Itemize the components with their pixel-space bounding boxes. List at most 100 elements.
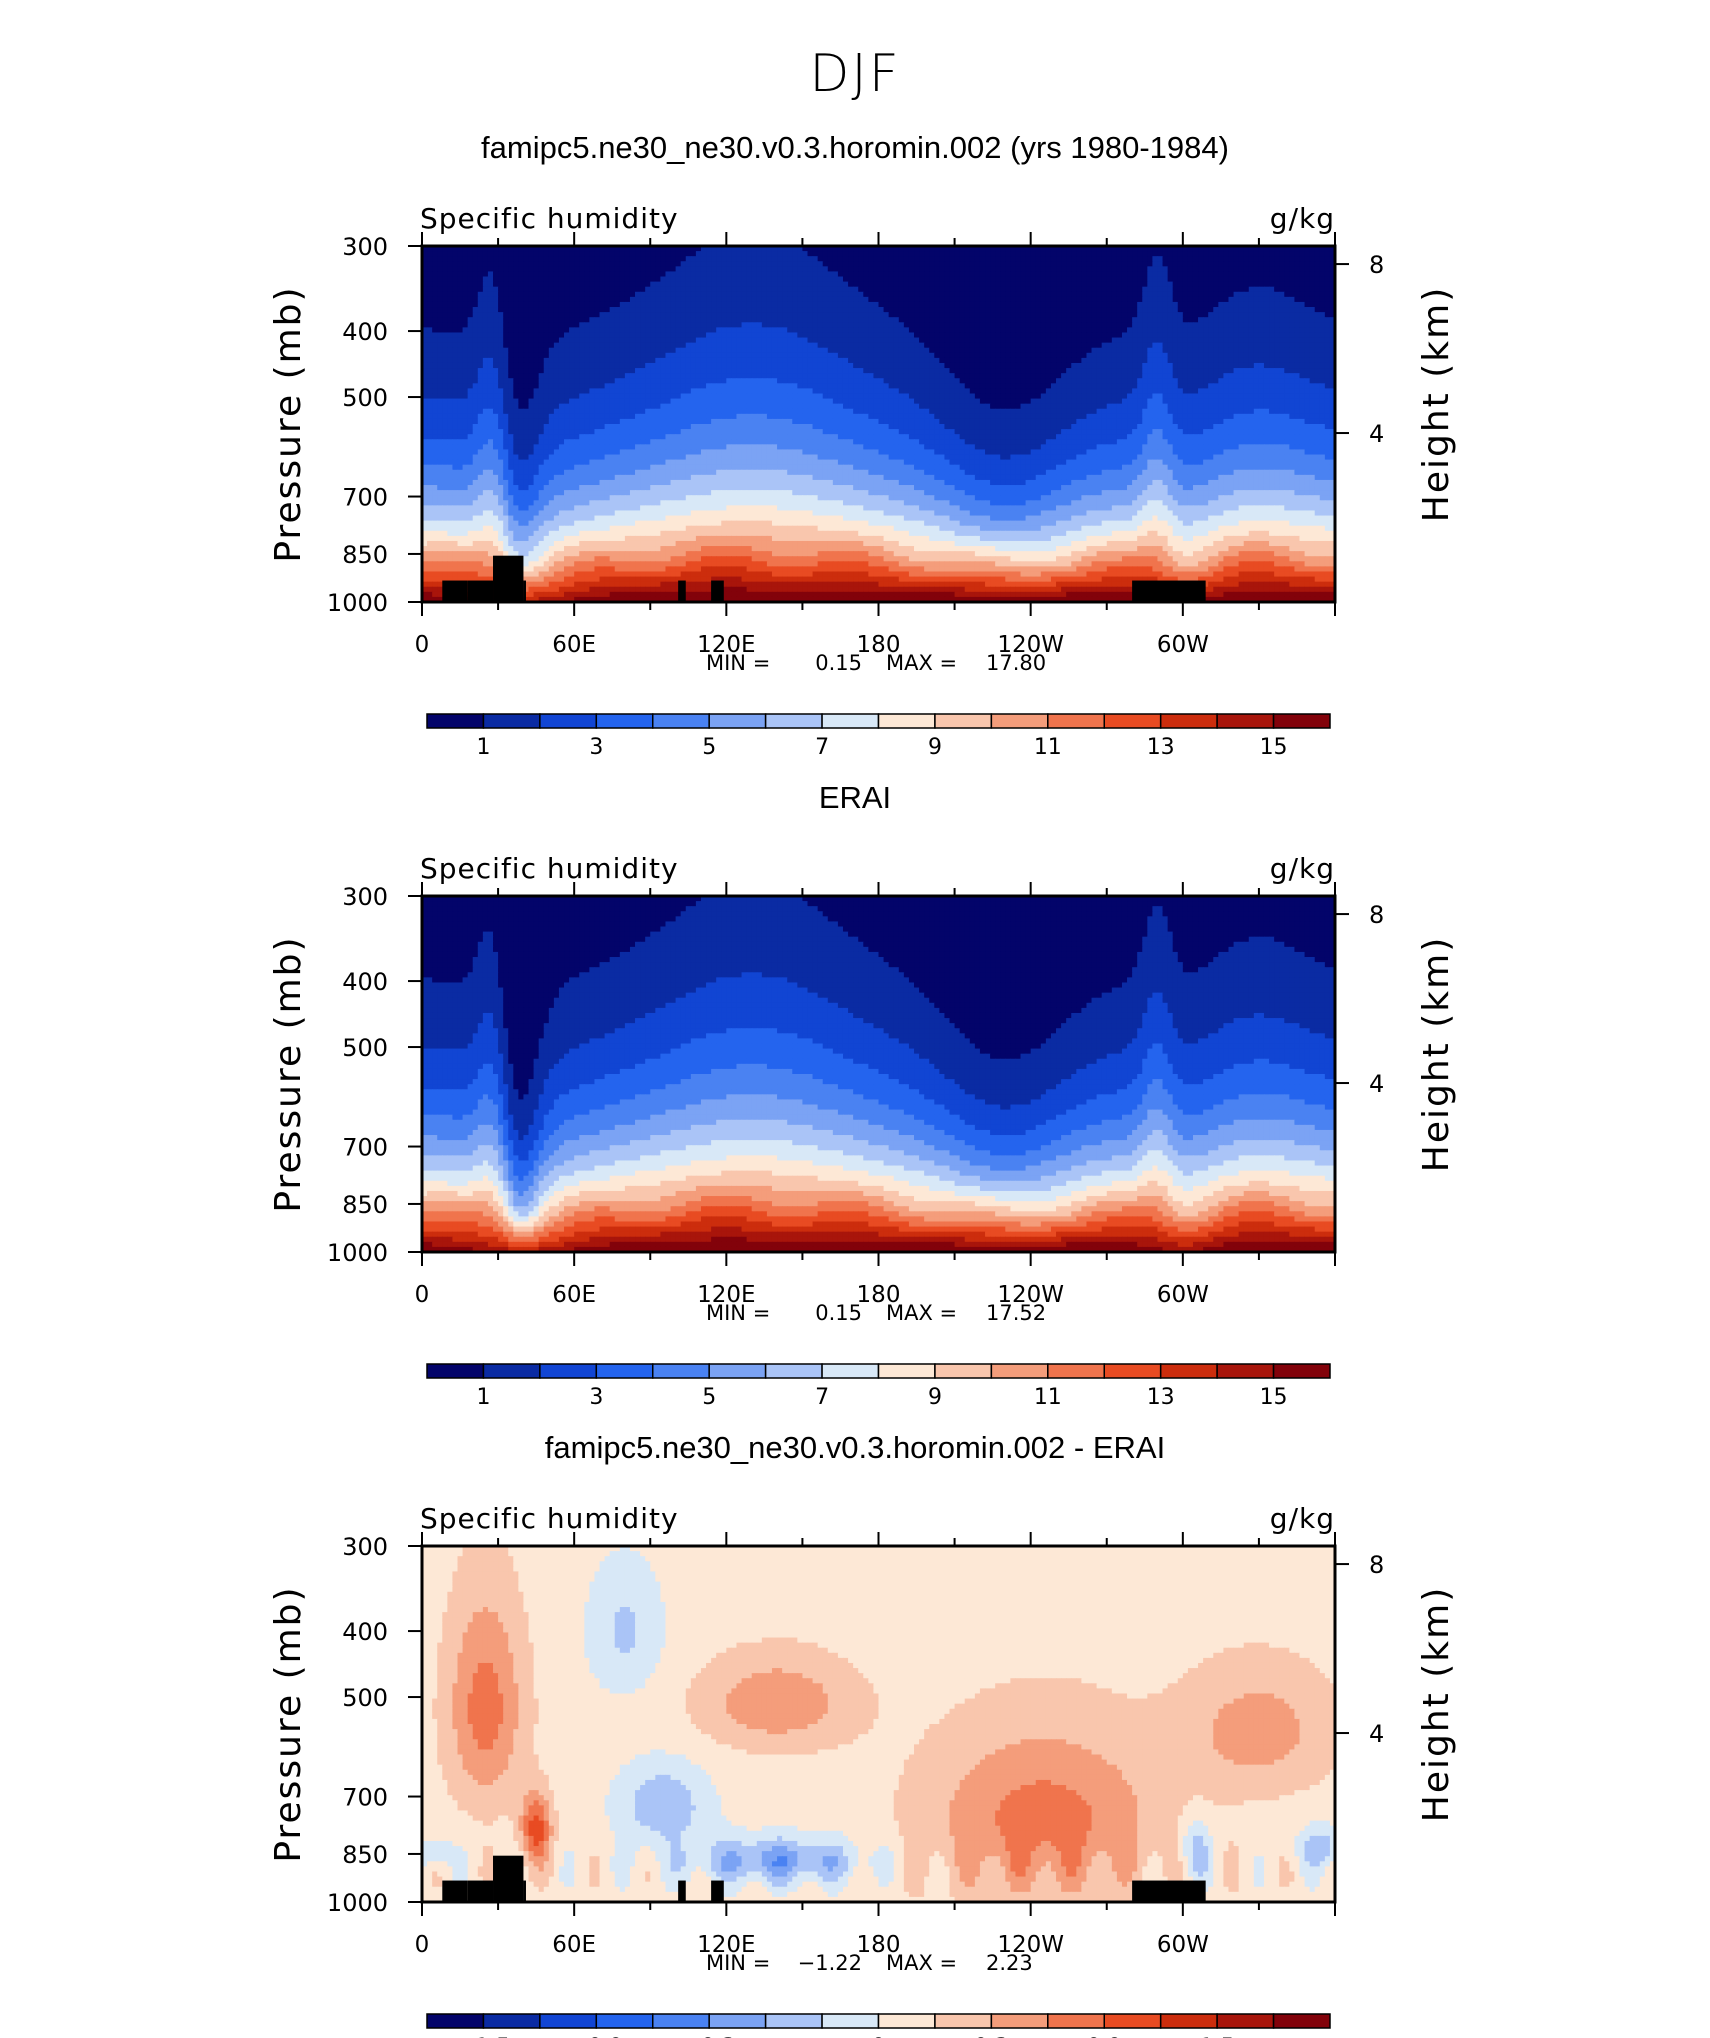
contour-cell xyxy=(797,337,804,344)
contour-cell xyxy=(528,286,535,293)
contour-cell xyxy=(1127,347,1133,354)
contour-cell xyxy=(508,266,514,273)
contour-cell xyxy=(1040,383,1047,389)
contour-cell xyxy=(1147,271,1153,278)
contour-cell xyxy=(1086,383,1093,389)
contour-cell xyxy=(1127,337,1133,344)
contour-cell xyxy=(878,286,885,293)
contour-cell xyxy=(629,362,636,369)
contour-cell xyxy=(574,378,580,384)
contour-cell xyxy=(746,256,753,262)
contour-cell xyxy=(1015,246,1022,252)
contour-cell xyxy=(629,322,636,328)
contour-cell xyxy=(746,362,753,369)
contour-cell xyxy=(432,383,438,389)
contour-cell xyxy=(974,332,981,339)
contour-cell xyxy=(868,256,875,262)
contour-cell xyxy=(979,332,986,339)
contour-cell xyxy=(1192,332,1199,339)
contour-cell xyxy=(1162,352,1169,359)
contour-cell xyxy=(1294,281,1301,288)
contour-cell xyxy=(1187,307,1194,313)
contour-cell xyxy=(1081,317,1088,323)
contour-cell xyxy=(493,271,499,278)
contour-cell xyxy=(792,347,798,354)
contour-cell xyxy=(1213,317,1219,323)
contour-cell xyxy=(766,307,773,313)
contour-cell xyxy=(964,362,971,369)
contour-cell xyxy=(914,256,920,262)
contour-cell xyxy=(1147,368,1153,374)
contour-cell xyxy=(777,276,783,283)
contour-cell xyxy=(782,342,788,349)
contour-cell xyxy=(675,261,682,267)
contour-cell xyxy=(914,352,920,359)
contour-cell xyxy=(1020,378,1027,384)
contour-cell xyxy=(893,337,900,344)
contour-cell xyxy=(1096,301,1103,308)
contour-cell xyxy=(716,286,722,293)
contour-cell xyxy=(569,378,575,384)
contour-cell xyxy=(1137,296,1143,303)
contour-cell xyxy=(995,301,1001,308)
contour-cell xyxy=(1030,352,1037,359)
contour-cell xyxy=(513,281,519,288)
contour-cell xyxy=(741,327,748,334)
contour-cell xyxy=(1167,312,1174,318)
contour-cell xyxy=(462,256,469,262)
contour-cell xyxy=(888,383,895,389)
contour-cell xyxy=(1329,307,1336,313)
contour-cell xyxy=(432,368,438,374)
contour-cell xyxy=(1015,368,1022,374)
contour-cell xyxy=(700,286,707,293)
contour-cell xyxy=(427,317,433,323)
contour-cell xyxy=(1258,266,1265,273)
contour-cell xyxy=(462,317,469,323)
contour-cell xyxy=(1086,362,1093,369)
contour-cell xyxy=(1010,322,1017,328)
contour-cell xyxy=(1289,261,1296,267)
contour-cell xyxy=(827,296,834,303)
contour-cell xyxy=(1076,286,1082,293)
contour-cell xyxy=(584,383,590,389)
contour-cell xyxy=(1208,352,1214,359)
contour-cell xyxy=(574,256,580,262)
contour-cell xyxy=(706,347,712,354)
contour-cell xyxy=(700,383,707,389)
contour-cell xyxy=(1081,332,1088,339)
contour-cell xyxy=(1228,276,1235,283)
contour-cell xyxy=(934,362,940,369)
contour-cell xyxy=(848,296,854,303)
contour-cell xyxy=(690,246,697,252)
contour-cell xyxy=(919,246,925,252)
contour-cell xyxy=(1076,347,1082,354)
contour-cell xyxy=(716,373,722,379)
contour-cell xyxy=(1035,327,1042,334)
contour-cell xyxy=(716,342,722,349)
contour-cell xyxy=(1132,337,1138,344)
contour-cell xyxy=(635,291,641,298)
contour-cell xyxy=(873,256,880,262)
contour-cell xyxy=(1076,246,1082,252)
contour-cell xyxy=(924,368,930,374)
contour-cell xyxy=(493,342,499,349)
contour-cell xyxy=(1005,291,1011,298)
contour-cell xyxy=(979,307,986,313)
contour-cell xyxy=(792,301,798,308)
contour-cell xyxy=(437,291,443,298)
contour-cell xyxy=(1086,261,1093,267)
contour-cell xyxy=(1213,307,1219,313)
contour-cell xyxy=(1243,301,1250,308)
contour-cell xyxy=(863,307,869,313)
contour-cell xyxy=(817,261,824,267)
contour-cell xyxy=(1081,337,1088,344)
contour-cell xyxy=(1187,322,1194,328)
contour-cell xyxy=(1309,261,1316,267)
contour-cell xyxy=(974,256,981,262)
contour-cell xyxy=(538,256,545,262)
contour-cell xyxy=(878,327,885,334)
contour-cell xyxy=(1137,352,1143,359)
contour-cell xyxy=(954,312,961,318)
contour-cell xyxy=(741,342,748,349)
contour-cell xyxy=(903,352,910,359)
